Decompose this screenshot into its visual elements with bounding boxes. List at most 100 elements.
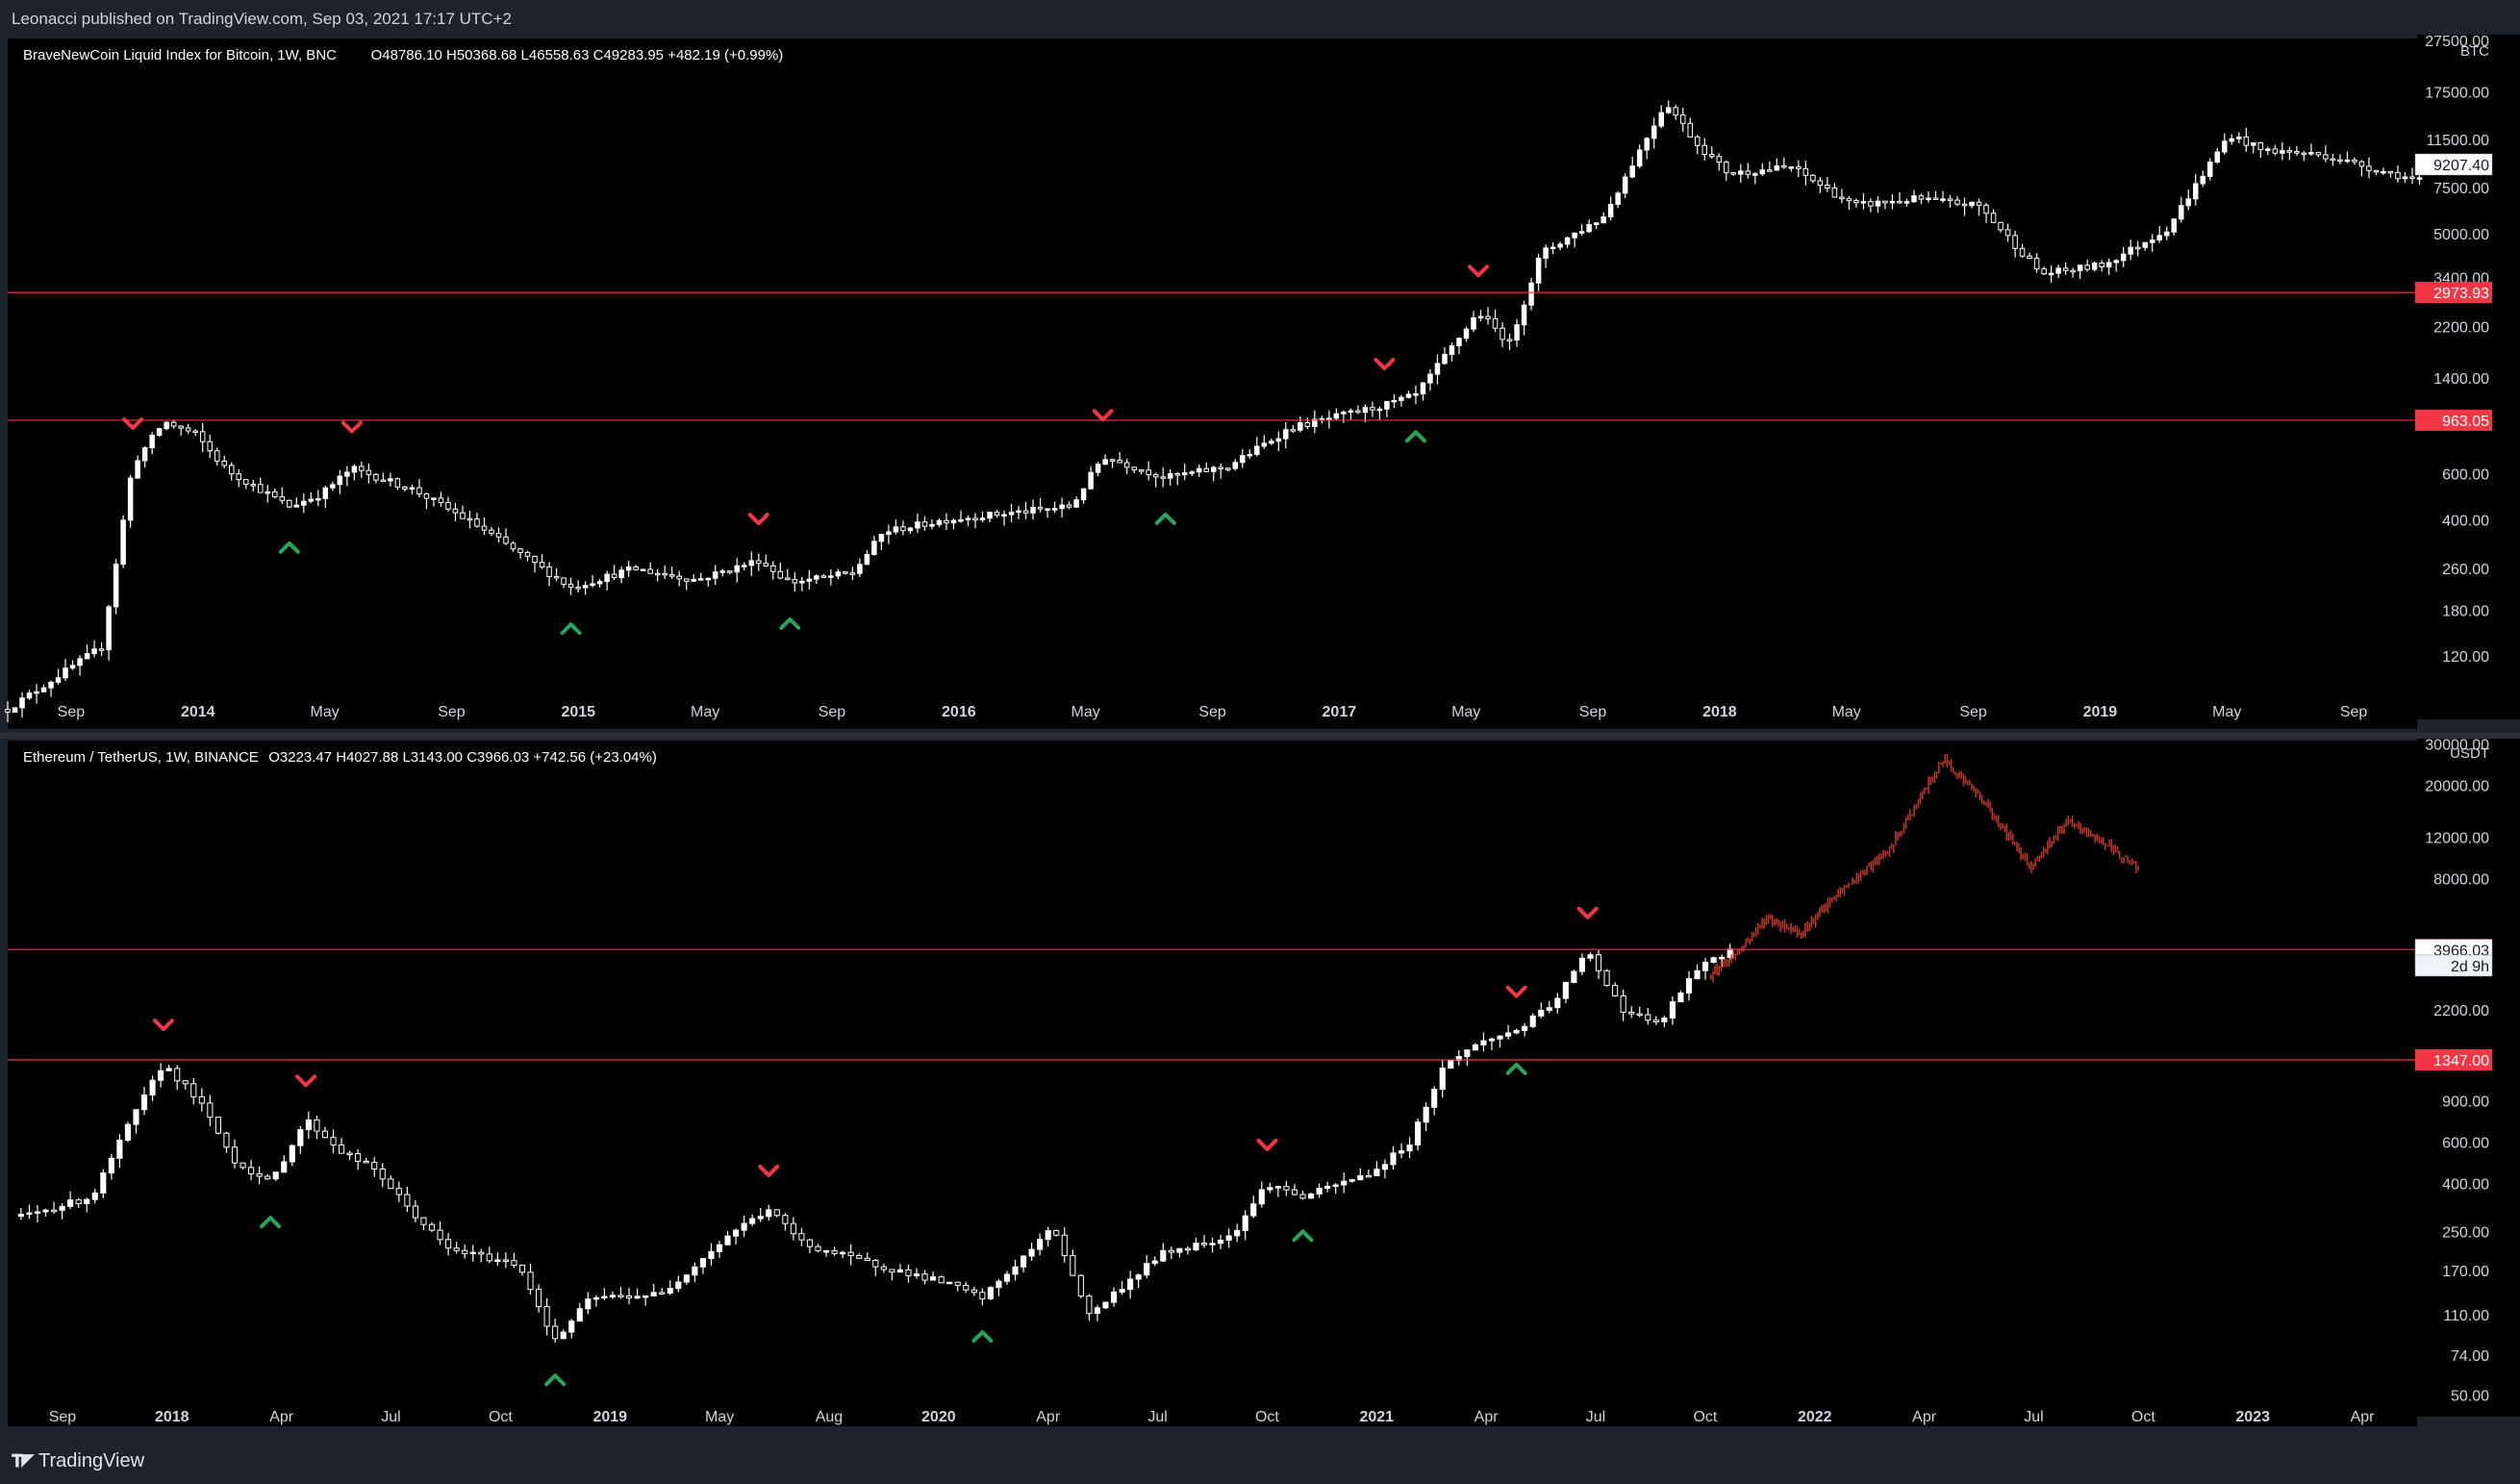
x-tick-label: Apr <box>1912 1409 1937 1425</box>
y-tick-label: 400.00 <box>2442 513 2489 529</box>
candle-body <box>1557 243 1563 248</box>
candle-body <box>1587 954 1594 959</box>
y-tick-label: 1400.00 <box>2433 371 2489 388</box>
candle-body <box>1947 198 1953 201</box>
candle-body <box>190 1083 197 1097</box>
candle-body <box>141 447 148 462</box>
candle-body <box>1086 1295 1093 1315</box>
level-tag <box>2415 1049 2492 1071</box>
candle-body <box>256 1173 263 1177</box>
candle-body <box>1423 1106 1429 1123</box>
candle-body <box>1061 1234 1068 1256</box>
candle-body <box>1012 1266 1019 1275</box>
candle-body <box>346 1152 353 1156</box>
candle-body <box>1304 422 1311 428</box>
candle-body <box>223 1132 230 1148</box>
y-tick-label: 400.00 <box>2442 1177 2489 1194</box>
candle-body <box>1730 172 1737 175</box>
candle-body <box>315 497 321 501</box>
level-tag-label: 963.05 <box>2442 414 2489 430</box>
candle-body <box>124 1123 132 1141</box>
candle-body <box>963 1284 970 1291</box>
projection-candles <box>1709 753 2139 983</box>
chart-title: Ethereum / TetherUS, 1W, BINANCE <box>23 749 259 766</box>
tradingview-logo[interactable]: 𝐓◤ TradingView <box>12 1450 144 1472</box>
candle-body <box>462 1249 468 1255</box>
candle-body <box>1710 957 1717 963</box>
candle-body <box>733 1229 740 1237</box>
candle-body <box>994 512 1000 516</box>
candle-body <box>77 658 83 667</box>
candle-body <box>1037 507 1044 510</box>
candle-body <box>650 1292 657 1296</box>
candle-body <box>474 518 480 527</box>
candle-body <box>1612 985 1619 996</box>
y-tick-label: 2200.00 <box>2433 1003 2489 1019</box>
candle-body <box>601 1295 608 1299</box>
candle-body <box>763 563 769 566</box>
candle-body <box>248 1167 255 1175</box>
candle-body <box>864 553 870 566</box>
candle-body <box>214 450 220 462</box>
candle-body <box>1348 1179 1355 1182</box>
candle-body <box>2113 260 2119 264</box>
candle-body <box>1615 192 1621 205</box>
ohlc-readout: O48786.10 H50368.68 L46558.63 C49283.95 … <box>371 47 784 63</box>
candle-body <box>1513 1029 1520 1034</box>
x-tick-label: Jul <box>381 1409 400 1425</box>
candle-body <box>338 1144 345 1154</box>
candle-body <box>905 1269 912 1276</box>
candle-body <box>880 1266 887 1270</box>
candle-body <box>164 421 169 430</box>
candle-body <box>2179 205 2184 220</box>
x-tick-label: 2022 <box>1798 1409 1832 1425</box>
candle-body <box>438 497 444 503</box>
price-tag <box>2414 954 2493 977</box>
sell-marker <box>152 1019 174 1032</box>
candle-body <box>979 1292 986 1299</box>
candle-body <box>2243 137 2250 146</box>
candle-body <box>445 501 451 510</box>
candle-body <box>84 653 90 660</box>
candle-body <box>351 465 358 473</box>
candle-body <box>1860 201 1867 204</box>
buy-marker <box>1292 1229 1314 1243</box>
candle-body <box>590 583 595 587</box>
candle-body <box>1505 1032 1512 1037</box>
sell-marker <box>747 513 769 526</box>
candle-body <box>100 1172 107 1194</box>
candle-body <box>469 1251 476 1255</box>
candle-body <box>293 504 300 508</box>
buy-marker <box>260 1216 282 1229</box>
y-tick-label: 120.00 <box>2442 649 2489 666</box>
candle-body <box>1485 315 1491 319</box>
x-tick-label: May <box>2212 704 2241 720</box>
candle-body <box>388 478 393 482</box>
candle-body <box>297 1129 304 1146</box>
candle-body <box>798 1233 805 1241</box>
x-tick-label: Jul <box>2024 1409 2043 1425</box>
price-axis: 27500.0017500.0011500.007500.005000.0034… <box>2417 34 2520 719</box>
candle-body <box>1522 1025 1528 1031</box>
candle-body <box>1001 514 1007 517</box>
x-tick-label: Oct <box>2131 1409 2155 1425</box>
candle-body <box>1538 1009 1545 1017</box>
candle-body <box>2366 165 2372 171</box>
candle-body <box>149 1079 156 1096</box>
candle-body <box>1390 1152 1397 1166</box>
candle-body <box>1651 125 1657 139</box>
candle-body <box>1586 224 1592 233</box>
candle-body <box>1673 107 1678 116</box>
candle-body <box>380 479 387 483</box>
candle-body <box>1008 512 1015 516</box>
candle-body <box>792 579 798 584</box>
candle-body <box>1636 1013 1643 1017</box>
x-tick-label: May <box>705 1409 734 1425</box>
candle-body <box>820 575 827 578</box>
y-tick-label: 8000.00 <box>2433 871 2489 888</box>
price-tag <box>2414 153 2493 176</box>
x-tick-label: Sep <box>819 704 846 720</box>
x-tick-label: Sep <box>1579 704 1607 720</box>
time-axis-bg <box>8 704 2417 729</box>
